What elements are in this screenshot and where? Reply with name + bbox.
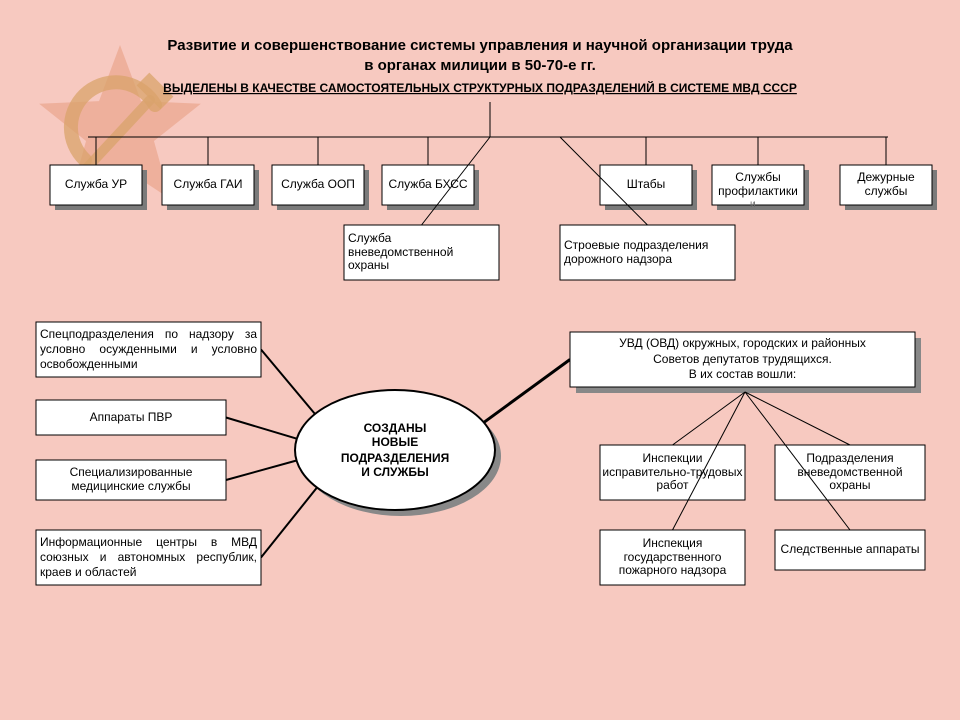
- left-box-label: Специализированные медицинские службы: [36, 460, 226, 500]
- center-oval: [295, 390, 495, 510]
- sub-box-label: Инспекции исправительно-трудовых работ: [600, 445, 745, 500]
- title-line2: в органах милиции в 50-70-е гг.: [364, 57, 596, 74]
- right-main-label: УВД (ОВД) окружных, городских и районных…: [570, 332, 915, 387]
- left-box-label: Аппараты ПВР: [36, 400, 226, 435]
- top-box-label: Дежурные службы: [840, 165, 932, 205]
- oval-line4: И СЛУЖБЫ: [361, 465, 428, 479]
- subtitle: ВЫДЕЛЕНЫ В КАЧЕСТВЕ САМОСТОЯТЕЛЬНЫХ СТРУ…: [163, 80, 797, 95]
- top-box-label: Службы профилактики: [712, 165, 804, 205]
- extra-box-label: Служба вневедомственной охраны: [344, 225, 499, 280]
- top-box-label: Штабы: [600, 165, 692, 205]
- top-box-label: Служба УР: [50, 165, 142, 205]
- sub-box-label: Подразделения вневедомственной охраны: [775, 445, 925, 500]
- sub-box-label: Инспекция государственного пожарного над…: [600, 530, 745, 585]
- sub-box-label: Следственные аппараты: [775, 530, 925, 570]
- top-box-label: Служба БХСС: [382, 165, 474, 205]
- top-box-label: Служба ООП: [272, 165, 364, 205]
- oval-line2: НОВЫЕ: [372, 435, 418, 449]
- oval-line3: ПОДРАЗДЕЛЕНИЯ: [341, 451, 449, 465]
- top-box-label: Служба ГАИ: [162, 165, 254, 205]
- title-line1: Развитие и совершенствование системы упр…: [167, 37, 793, 54]
- extra-box-label: Строевые подразделения дорожного надзора: [560, 225, 735, 280]
- left-box-label: Информационные центры в МВД союзных и ав…: [36, 530, 261, 585]
- oval-line1: СОЗДАНЫ: [364, 421, 427, 435]
- left-box-label: Спецподразделения по надзору за условно …: [36, 322, 261, 377]
- stray-note: и: [750, 199, 756, 210]
